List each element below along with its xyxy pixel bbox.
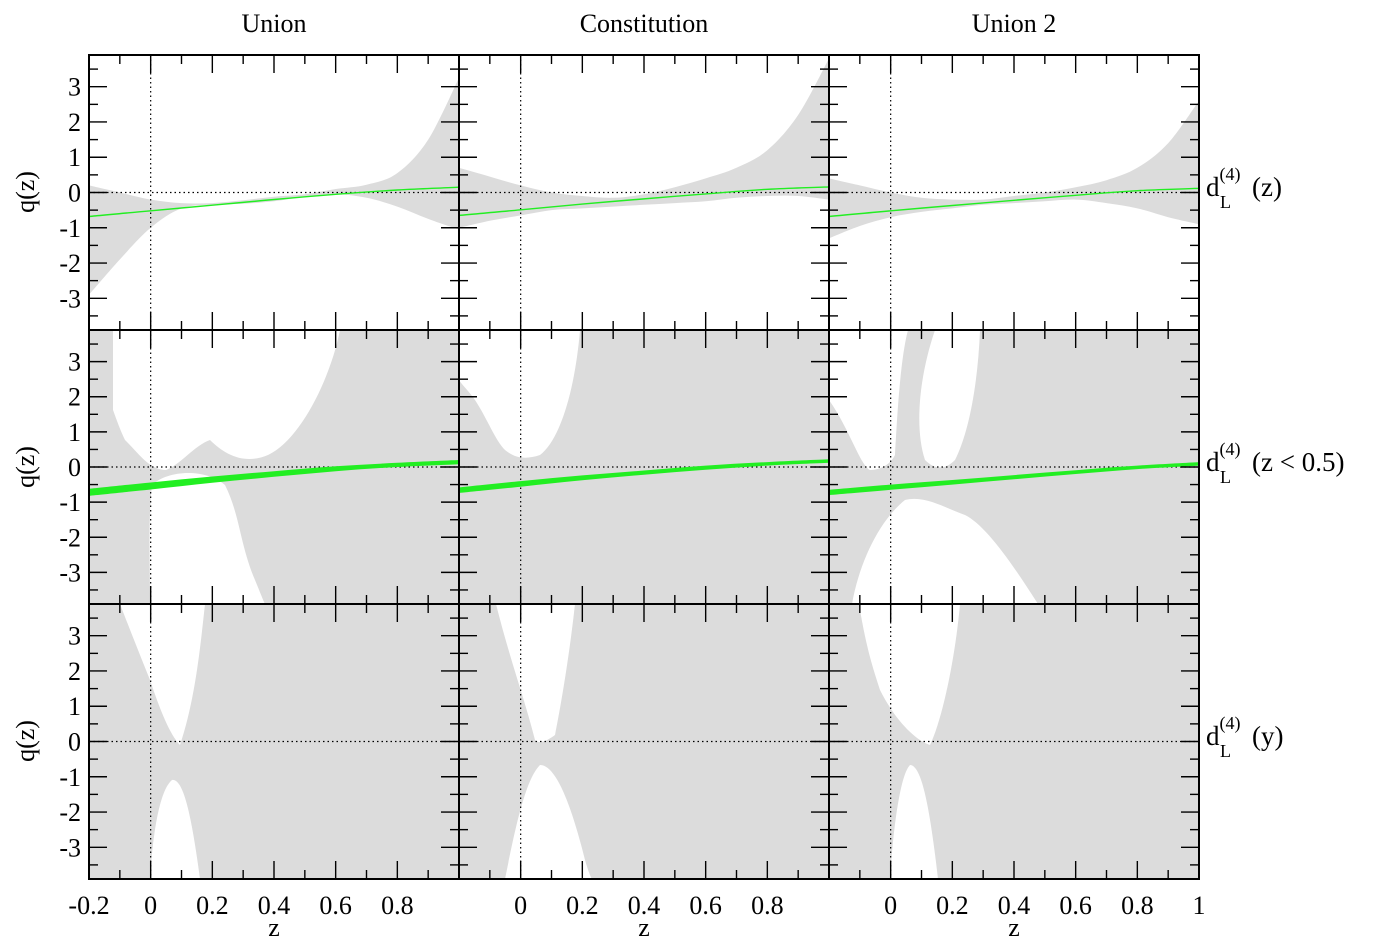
y-tick-label: 3 xyxy=(68,622,81,651)
confidence-band xyxy=(89,77,459,295)
y-tick-label: -1 xyxy=(59,214,81,243)
allowed-region xyxy=(120,604,205,745)
y-tick-label: -3 xyxy=(59,284,81,313)
x-tick-label: 0.8 xyxy=(751,891,784,920)
y-tick-label: -3 xyxy=(59,833,81,862)
x-tick-labels: -0.2 0 0.2 0.4 0.6 0.8 xyxy=(68,891,413,920)
allowed-region xyxy=(149,472,265,604)
y-tick-labels: 3 2 1 0 -1 -2 -3 xyxy=(59,73,81,314)
panel-union-row-3: 3 2 1 0 -1 -2 -3 -0.2 0 0.2 0.4 0.6 0.8 xyxy=(59,604,460,920)
column-titles: Union Constitution Union 2 xyxy=(242,9,1057,38)
confidence-band xyxy=(829,100,1199,239)
column-title-union-2: Union 2 xyxy=(972,9,1057,38)
ticks xyxy=(458,604,830,879)
y-tick-label: -1 xyxy=(59,488,81,517)
panel-constitution-row-3: 0 0.2 0.4 0.6 0.8 xyxy=(458,604,830,920)
panel-union-2-row-1 xyxy=(828,55,1200,330)
x-tick-label: 0.2 xyxy=(566,891,599,920)
panel-constitution-row-2 xyxy=(458,330,830,604)
y-tick-label: 0 xyxy=(68,728,81,757)
y-tick-label: 1 xyxy=(68,143,81,172)
y-tick-label: 3 xyxy=(68,348,81,377)
y-tick-label: -3 xyxy=(59,558,81,587)
row-label-2: d(4) L (z < 0.5) xyxy=(1206,439,1344,487)
x-tick-label: 0.4 xyxy=(998,891,1031,920)
x-tick-labels: 0 0.2 0.4 0.6 0.8 xyxy=(514,891,783,920)
panel-grid: 3 2 1 0 -1 -2 -3 3 2 1 0 -1 -2 -3 3 2 1 0 -1 -2 -3 -0.2 0 0.2 0.… xyxy=(59,55,1206,920)
y-tick-label: 0 xyxy=(68,453,81,482)
ticks xyxy=(88,604,460,879)
row-label-1: d(4) L (z) xyxy=(1206,164,1282,212)
x-tick-label: 0.2 xyxy=(196,891,229,920)
row-labels: d(4) L (z) d(4) L (z < 0.5) d(4) L (y) xyxy=(1206,164,1344,761)
confidence-band xyxy=(459,58,829,228)
y-tick-label: 2 xyxy=(68,657,81,686)
y-tick-label: 0 xyxy=(68,179,81,208)
y-tick-label: -1 xyxy=(59,763,81,792)
y-tick-label: 2 xyxy=(68,383,81,412)
panel-frames xyxy=(88,54,1200,880)
y-tick-label: 3 xyxy=(68,73,81,102)
y-tick-label: 2 xyxy=(68,108,81,137)
allowed-region xyxy=(852,498,1038,604)
allowed-region xyxy=(890,765,938,879)
x-axis-label-col-3: z xyxy=(1008,913,1020,941)
y-tick-label: -2 xyxy=(59,523,81,552)
allowed-region xyxy=(859,604,960,745)
x-tick-label: 0.4 xyxy=(258,891,291,920)
y-tick-label: -2 xyxy=(59,798,81,827)
column-title-union: Union xyxy=(242,9,307,38)
allowed-region xyxy=(113,330,340,470)
x-tick-label: 0.8 xyxy=(381,891,414,920)
y-axis-labels: q(z) q(z) q(z) xyxy=(11,171,40,762)
x-tick-label: 0 xyxy=(144,891,157,920)
allowed-region xyxy=(150,779,200,879)
ticks xyxy=(88,55,460,330)
allowed-region xyxy=(496,604,575,743)
y-tick-label: -2 xyxy=(59,249,81,278)
y-axis-label-row-3: q(z) xyxy=(11,720,40,762)
allowed-region xyxy=(919,330,980,468)
allowed-region xyxy=(505,765,592,879)
x-tick-label: 0.8 xyxy=(1121,891,1154,920)
y-tick-label: 1 xyxy=(68,692,81,721)
x-tick-labels: 0 0.2 0.4 0.6 0.8 1 xyxy=(884,891,1205,920)
ticks xyxy=(458,330,830,604)
ticks xyxy=(458,55,830,330)
best-fit-band xyxy=(459,459,829,493)
y-tick-label: 1 xyxy=(68,418,81,447)
y-axis-label-row-2: q(z) xyxy=(11,446,40,488)
panel-union-2-row-3: 0 0.2 0.4 0.6 0.8 1 xyxy=(828,604,1206,920)
allowed-region xyxy=(459,330,580,458)
column-title-constitution: Constitution xyxy=(580,9,709,38)
allowed-region xyxy=(829,330,908,470)
panel-constitution-row-1 xyxy=(458,55,830,330)
x-tick-label: 1 xyxy=(1193,891,1206,920)
y-tick-labels: 3 2 1 0 -1 -2 -3 xyxy=(59,622,81,863)
x-tick-label: 0.6 xyxy=(319,891,352,920)
x-tick-label: 0.2 xyxy=(936,891,969,920)
row-label-3: d(4) L (y) xyxy=(1206,713,1283,761)
x-tick-label: 0.4 xyxy=(628,891,661,920)
x-tick-label: 0.6 xyxy=(689,891,722,920)
x-tick-label: 0.6 xyxy=(1059,891,1092,920)
x-tick-label: 0 xyxy=(514,891,527,920)
y-tick-labels: 3 2 1 0 -1 -2 -3 xyxy=(59,348,81,588)
x-axis-labels: z z z xyxy=(268,913,1020,941)
panel-union-2-row-2 xyxy=(828,330,1200,604)
best-fit-band xyxy=(89,460,459,496)
y-axis-label-row-1: q(z) xyxy=(11,171,40,213)
panel-union-row-1: 3 2 1 0 -1 -2 -3 xyxy=(59,55,460,330)
panel-union-row-2: 3 2 1 0 -1 -2 -3 xyxy=(59,330,460,604)
panel-frame xyxy=(828,603,1200,880)
x-tick-label: 0 xyxy=(884,891,897,920)
best-fit-band xyxy=(829,462,1199,496)
x-tick-label: -0.2 xyxy=(68,891,109,920)
x-axis-label-col-1: z xyxy=(268,913,280,941)
x-axis-label-col-2: z xyxy=(638,913,650,941)
